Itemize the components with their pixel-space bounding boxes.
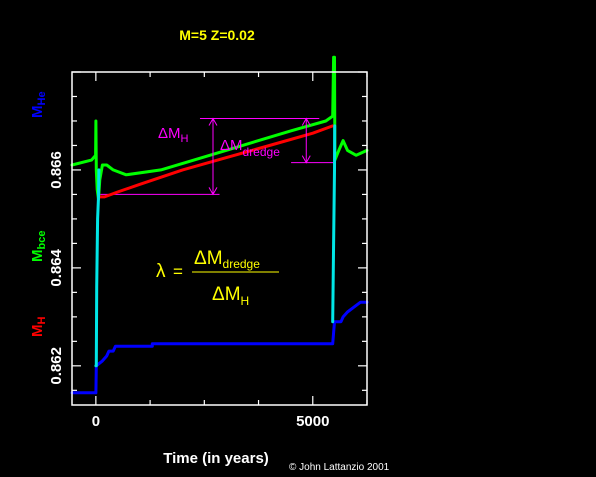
arrow-head-top-0: [208, 117, 218, 126]
ylabel-m-he: MHe: [29, 91, 48, 118]
axis-ticks: 0 5000 0.862 0.864 0.866: [48, 71, 368, 430]
series-line-1: [97, 124, 335, 199]
arrow-head-top-1: [301, 117, 311, 126]
y-tick-label: 0.866: [48, 151, 65, 189]
chart-title: M=5 Z=0.02: [179, 27, 255, 43]
x-tick-label: 0: [92, 413, 100, 430]
ylabel-m-bce: Mbce: [29, 231, 48, 262]
credit-text: © John Lattanzio 2001: [289, 462, 390, 473]
annotation-dm-dredge: ΔMdredge: [220, 137, 280, 159]
arrow-head-bottom-1: [301, 155, 311, 164]
y-axis-label-group: MHe Mbce MH: [29, 91, 48, 337]
x-tick-label: 5000: [296, 413, 329, 430]
formula-numerator: ΔMdredge: [194, 248, 260, 271]
arrow-head-bottom-0: [208, 187, 218, 196]
plot-area: [70, 55, 369, 395]
lambda-formula: λ = ΔMdredge ΔMH: [156, 248, 279, 308]
y-tick-label: 0.862: [48, 347, 65, 385]
annotation-dm-h: ΔMH: [158, 125, 189, 145]
series-line-0: [70, 55, 369, 201]
arrow-1: [301, 117, 311, 164]
ylabel-m-h: MH: [29, 317, 48, 338]
plot-frame: [71, 71, 368, 406]
series-line-4: [331, 124, 337, 324]
formula-equals: =: [173, 262, 183, 281]
x-axis-label: Time (in years): [163, 450, 269, 467]
formula-denominator: ΔMH: [212, 284, 249, 308]
formula-lambda: λ: [156, 261, 166, 282]
y-tick-label: 0.864: [48, 248, 65, 286]
series-line-3: [94, 168, 101, 368]
arrow-0: [208, 117, 218, 196]
